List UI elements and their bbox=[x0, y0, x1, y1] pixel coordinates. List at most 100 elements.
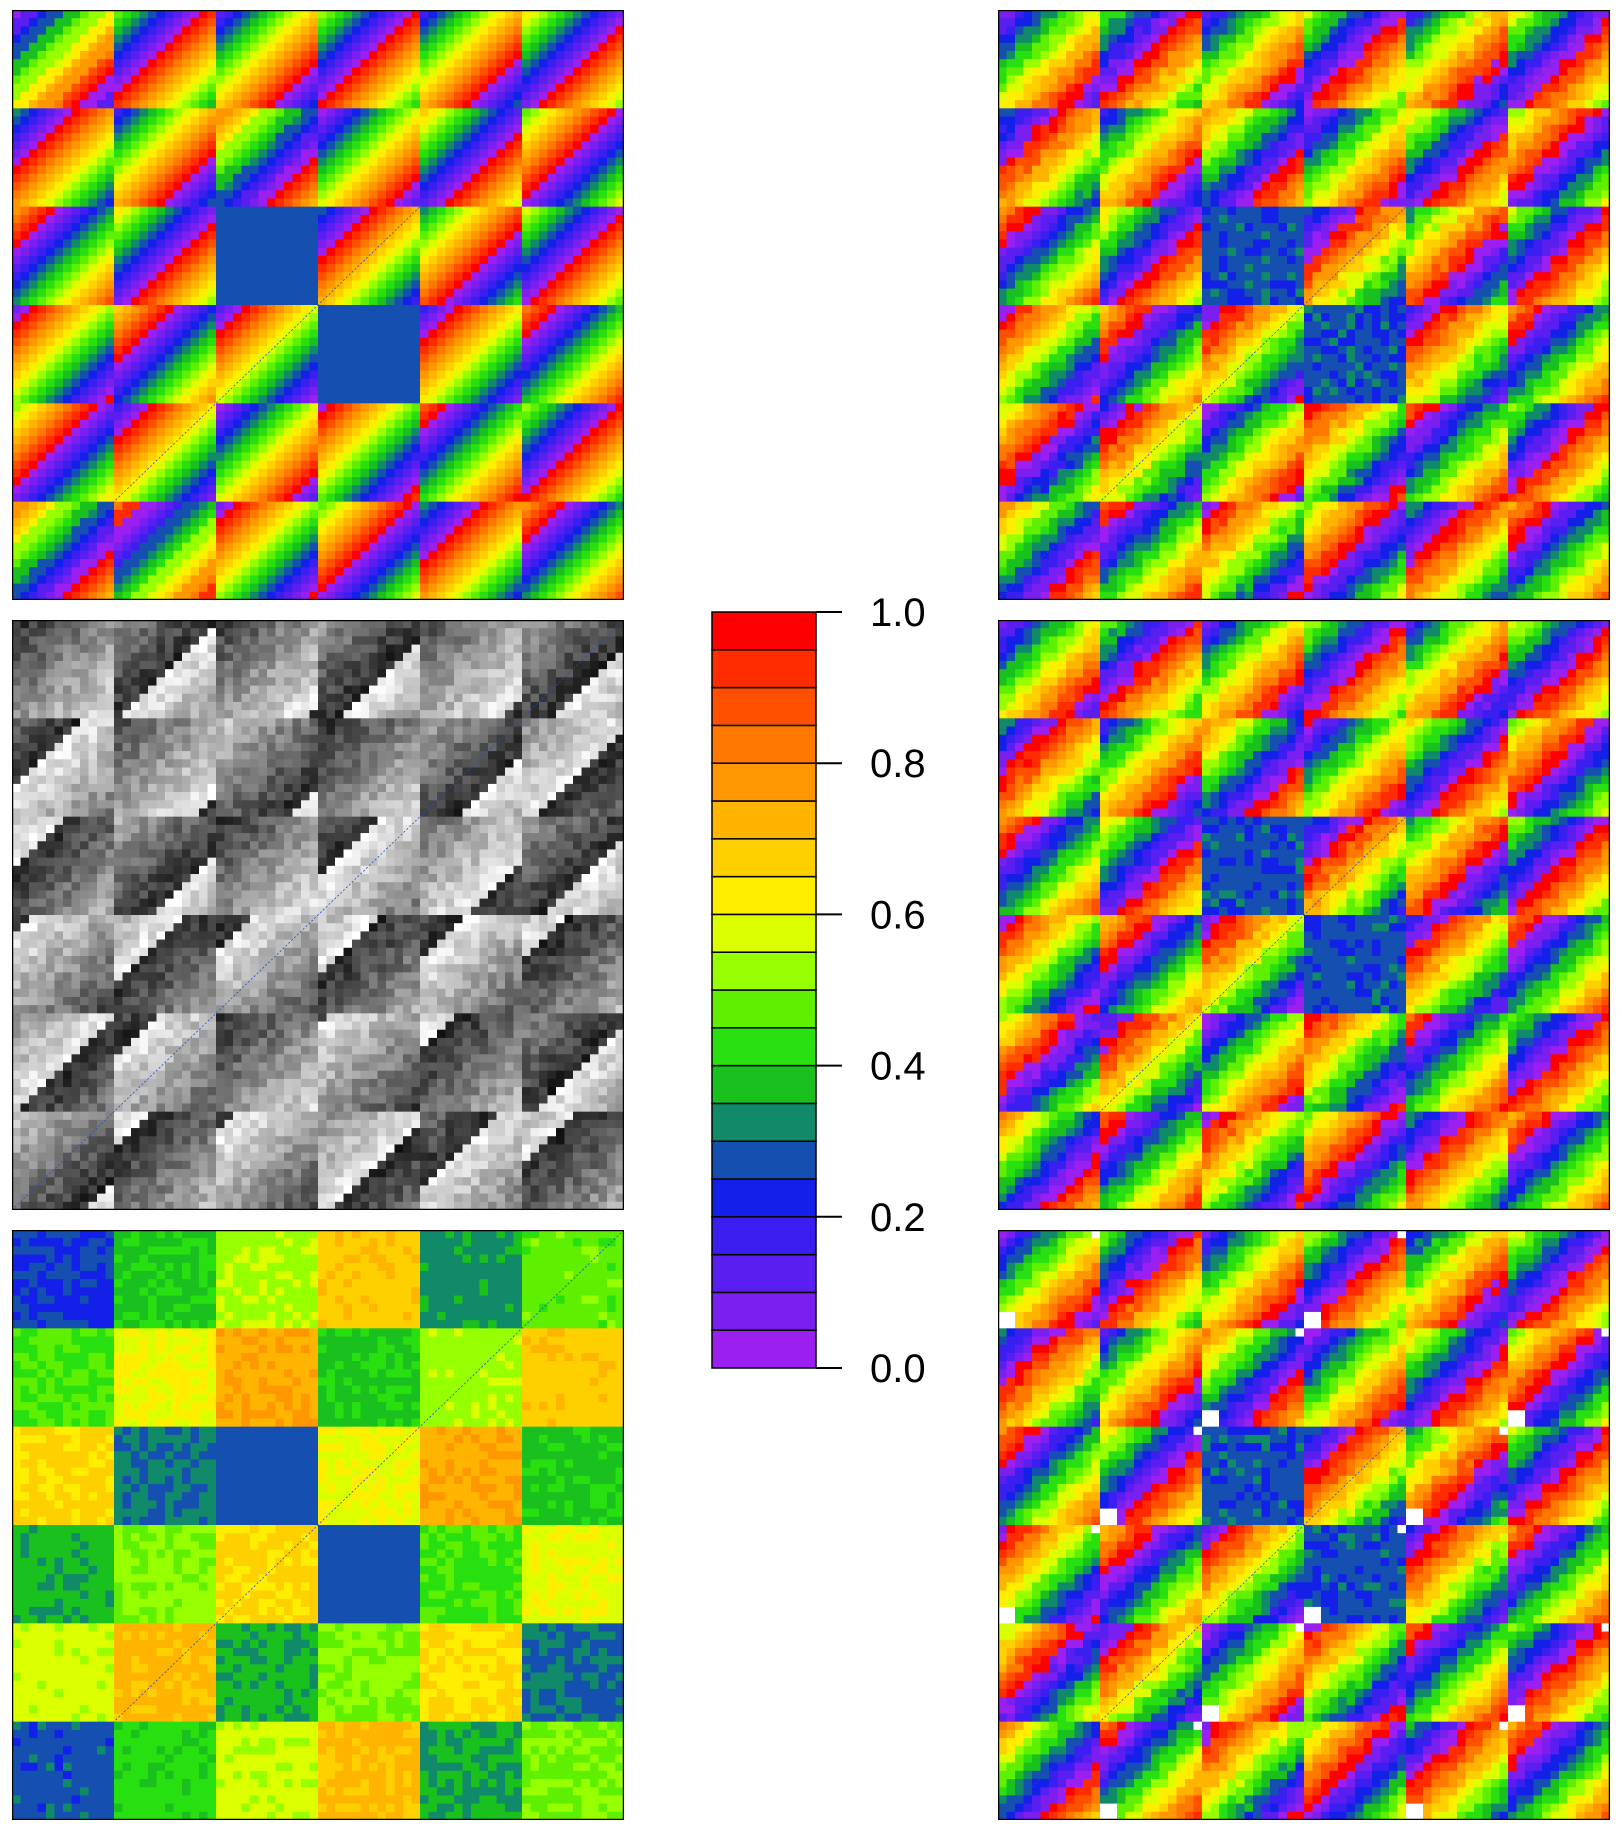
heatmap-cell bbox=[156, 42, 166, 52]
heatmap-cell bbox=[539, 132, 549, 142]
heatmap-cell bbox=[590, 50, 600, 60]
heatmap-cell bbox=[292, 591, 302, 600]
heatmap-cell bbox=[556, 272, 566, 282]
heatmap-cell bbox=[403, 26, 413, 36]
heatmap-cell bbox=[292, 550, 302, 560]
heatmap-cell bbox=[114, 83, 124, 93]
heatmap-cell bbox=[522, 18, 532, 27]
heatmap-cell bbox=[105, 91, 115, 101]
heatmap-cell bbox=[428, 132, 438, 142]
heatmap-cell bbox=[428, 296, 438, 306]
heatmap-cell bbox=[598, 50, 608, 60]
heatmap-cell bbox=[301, 386, 311, 396]
heatmap-cell bbox=[80, 231, 90, 241]
heatmap-cell bbox=[360, 288, 370, 298]
heatmap-cell bbox=[556, 10, 566, 19]
heatmap-cell bbox=[88, 575, 98, 585]
heatmap-cell bbox=[428, 149, 438, 159]
heatmap-cell bbox=[377, 321, 387, 331]
heatmap-cell bbox=[12, 165, 22, 175]
heatmap-cell bbox=[80, 173, 90, 183]
heatmap-cell bbox=[607, 149, 617, 159]
heatmap-cell bbox=[513, 427, 523, 437]
heatmap-cell bbox=[275, 239, 285, 249]
heatmap-cell bbox=[71, 493, 81, 503]
heatmap-cell bbox=[80, 378, 90, 388]
heatmap-cell bbox=[411, 173, 421, 183]
heatmap-cell bbox=[386, 452, 396, 462]
heatmap-cell bbox=[573, 141, 583, 150]
heatmap-cell bbox=[326, 386, 336, 396]
heatmap-cell bbox=[479, 403, 489, 413]
heatmap-cell bbox=[522, 10, 532, 19]
heatmap-cell bbox=[598, 239, 608, 249]
heatmap-cell bbox=[479, 34, 489, 44]
heatmap-cell bbox=[386, 337, 396, 347]
heatmap-cell bbox=[539, 83, 549, 93]
heatmap-cell bbox=[428, 436, 438, 445]
heatmap-cell bbox=[428, 345, 438, 355]
heatmap-cell bbox=[411, 50, 421, 60]
heatmap-cell bbox=[182, 354, 192, 363]
heatmap-cell bbox=[590, 395, 600, 404]
heatmap-cell bbox=[581, 452, 591, 462]
heatmap-cell bbox=[292, 321, 302, 331]
heatmap-cell bbox=[471, 255, 481, 265]
heatmap-cell bbox=[250, 395, 260, 404]
heatmap-cell bbox=[615, 42, 624, 52]
heatmap-cell bbox=[284, 108, 294, 118]
heatmap-cell bbox=[182, 108, 192, 118]
heatmap-cell bbox=[182, 436, 192, 445]
heatmap-cell bbox=[71, 157, 81, 167]
heatmap-cell bbox=[318, 550, 328, 560]
heatmap-cell bbox=[224, 280, 234, 290]
heatmap-cell bbox=[539, 223, 549, 232]
heatmap-cell bbox=[309, 116, 319, 126]
heatmap-cell bbox=[29, 378, 39, 388]
heatmap-cell bbox=[258, 518, 268, 527]
heatmap-cell bbox=[590, 305, 600, 314]
heatmap-cell bbox=[522, 149, 532, 159]
heatmap-cell bbox=[352, 116, 362, 126]
heatmap-cell bbox=[148, 50, 158, 60]
heatmap-cell bbox=[420, 509, 430, 519]
heatmap-cell bbox=[114, 116, 124, 126]
heatmap-cell bbox=[462, 378, 472, 388]
heatmap-cell bbox=[54, 313, 64, 322]
heatmap-cell bbox=[403, 83, 413, 93]
heatmap-cell bbox=[258, 395, 268, 404]
heatmap-cell bbox=[335, 305, 345, 314]
heatmap-cell bbox=[207, 395, 217, 404]
heatmap-cell bbox=[513, 493, 523, 503]
heatmap-cell bbox=[80, 354, 90, 363]
heatmap-cell bbox=[403, 100, 413, 109]
heatmap-cell bbox=[46, 419, 56, 429]
heatmap-cell bbox=[386, 460, 396, 470]
heatmap-cell bbox=[462, 206, 472, 216]
heatmap-cell bbox=[505, 436, 515, 445]
heatmap-cell bbox=[250, 141, 260, 150]
heatmap-cell bbox=[156, 395, 166, 404]
heatmap-cell bbox=[131, 444, 141, 454]
heatmap-cell bbox=[513, 190, 523, 200]
heatmap-cell bbox=[615, 239, 624, 249]
heatmap-cell bbox=[394, 329, 404, 339]
heatmap-cell bbox=[547, 18, 557, 27]
heatmap-cell bbox=[437, 100, 447, 109]
heatmap-cell bbox=[165, 534, 175, 544]
heatmap-cell bbox=[598, 452, 608, 462]
heatmap-cell bbox=[539, 26, 549, 36]
heatmap-cell bbox=[428, 157, 438, 167]
heatmap-cell bbox=[445, 296, 455, 306]
heatmap-cell bbox=[411, 67, 421, 77]
heatmap-cell bbox=[369, 460, 379, 470]
heatmap-cell bbox=[479, 419, 489, 429]
heatmap-cell bbox=[97, 247, 107, 257]
heatmap-cell bbox=[479, 190, 489, 200]
heatmap-cell bbox=[148, 75, 158, 85]
heatmap-cell bbox=[122, 247, 132, 257]
heatmap-cell bbox=[173, 247, 183, 257]
heatmap-cell bbox=[250, 157, 260, 167]
heatmap-cell bbox=[37, 444, 47, 454]
heatmap-cell bbox=[182, 337, 192, 347]
